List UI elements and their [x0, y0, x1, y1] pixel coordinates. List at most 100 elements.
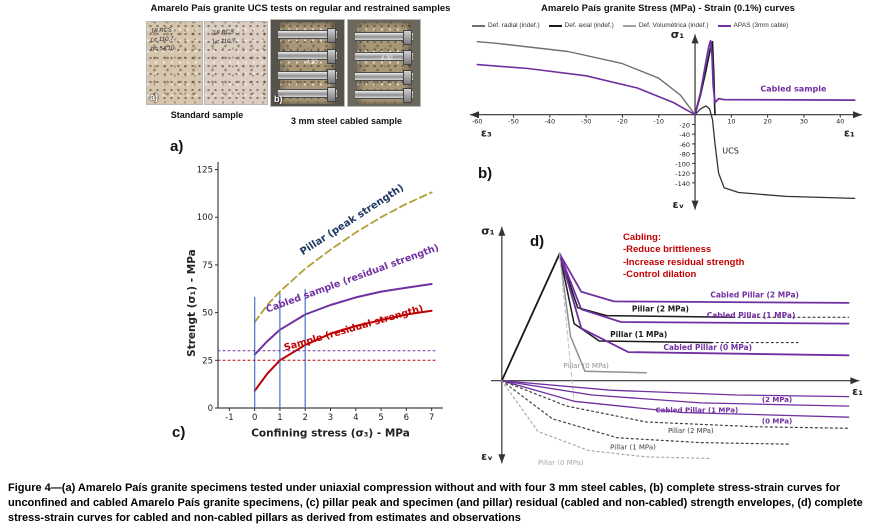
panel-b-chart: -60 -50 -40 -30 -20 -10 10 20 30 40-20-40-60-80-1… — [470, 28, 862, 211]
panel-c-chart: -1 0 1 2 3 4 5 6 7 0 25 50 75 100 125 Pillar (peak stre… — [186, 161, 443, 440]
svg-text:-80: -80 — [679, 151, 690, 159]
svg-text:-40: -40 — [545, 118, 556, 126]
svg-text:7: 7 — [429, 413, 434, 423]
standard-sample-caption: Standard sample — [170, 110, 244, 120]
svg-text:2: 2 — [303, 413, 308, 423]
svg-text:Cabled Pillar (1 MPa): Cabled Pillar (1 MPa) — [655, 406, 738, 414]
specimen-photo-cabled-2: 4,30 — [348, 20, 420, 106]
svg-text:-100: -100 — [675, 160, 690, 168]
svg-text:-120: -120 — [675, 170, 690, 178]
svg-text:Confining stress (σ₃) - MPa: Confining stress (σ₃) - MPa — [251, 428, 410, 440]
svg-text:40: 40 — [836, 118, 844, 126]
svg-text:Sample (residual strength): Sample (residual strength) — [283, 303, 425, 353]
svg-text:Cabled Pillar (2 MPa): Cabled Pillar (2 MPa) — [710, 290, 799, 299]
svg-text:20: 20 — [763, 118, 771, 126]
specimen-photo-standard-2: 18 RCS Lc 110,7 — [205, 22, 267, 104]
photo-label-a: a) — [150, 92, 159, 102]
svg-text:1: 1 — [277, 413, 282, 423]
specimen-annotation: 4,30 — [380, 55, 393, 62]
svg-text:100: 100 — [197, 213, 213, 223]
cabling-note-item: -Reduce brittleness — [623, 244, 712, 256]
steel-cable-band — [277, 48, 338, 64]
steel-cable-band — [354, 70, 414, 86]
svg-text:Pillar (2 MPa): Pillar (2 MPa) — [632, 305, 689, 314]
svg-text:-20: -20 — [617, 118, 628, 126]
svg-text:0: 0 — [252, 413, 257, 423]
svg-text:-10: -10 — [653, 118, 664, 126]
panel-b-legend: Def. radial (indef.) Def. axial (indef.)… — [472, 22, 788, 29]
svg-text:Pillar (2 MPa): Pillar (2 MPa) — [668, 427, 714, 435]
panel-a-title: Amarelo País granite UCS tests on regula… — [150, 3, 451, 14]
steel-cable-band — [354, 88, 414, 104]
svg-text:75: 75 — [202, 261, 213, 271]
svg-text:-60: -60 — [679, 141, 690, 149]
svg-text:-60: -60 — [472, 118, 483, 126]
legend-swatch — [472, 24, 485, 27]
svg-text:Strengt (σ₁) - MPa: Strengt (σ₁) - MPa — [186, 249, 198, 357]
legend-item: Def. Volumétrica (indef.) — [622, 22, 709, 29]
legend-item: Def. axial (indef.) — [548, 22, 614, 29]
svg-text:5: 5 — [378, 413, 383, 423]
svg-text:-20: -20 — [679, 121, 690, 129]
svg-text:125: 125 — [197, 166, 213, 176]
svg-text:Cabled sample: Cabled sample — [760, 84, 827, 93]
panel-b-label: b) — [478, 165, 493, 182]
legend-item: Def. radial (indef.) — [472, 22, 540, 29]
legend-label: APAS (3mm cable) — [733, 22, 789, 29]
legend-swatch — [622, 24, 636, 27]
svg-text:Pillar (0 MPa): Pillar (0 MPa) — [538, 459, 584, 467]
figure-caption: Figure 4—(a) Amarelo País granite specim… — [8, 482, 863, 525]
cabling-note-item: -Control dilation — [623, 269, 697, 281]
specimen-annotation: Lc 110,7 — [212, 38, 236, 46]
cabling-note: Cabling: -Reduce brittleness -Increase r… — [623, 232, 798, 281]
svg-text:Cabled Pillar (1 MPa): Cabled Pillar (1 MPa) — [707, 311, 796, 320]
svg-text:ε₁: ε₁ — [844, 127, 855, 140]
svg-text:6: 6 — [404, 413, 409, 423]
svg-text:25: 25 — [202, 356, 213, 366]
panel-a-label: a) — [170, 138, 184, 155]
cabling-note-title: Cabling: — [623, 232, 661, 243]
granite-column: 4,30 — [277, 21, 338, 105]
steel-cable-band — [277, 87, 338, 103]
svg-text:(2 MPa): (2 MPa) — [762, 396, 792, 404]
granite-column: 4,30 — [354, 21, 414, 105]
svg-text:Pillar (peak strength): Pillar (peak strength) — [298, 183, 406, 258]
svg-text:50: 50 — [202, 309, 213, 319]
svg-text:3: 3 — [328, 413, 333, 423]
specimen-photo-cabled-1: 4,30 b) — [271, 20, 344, 106]
legend-swatch — [548, 24, 562, 27]
svg-text:-1: -1 — [225, 413, 233, 423]
panel-d-label: d) — [530, 233, 545, 250]
legend-label: Def. axial (indef.) — [564, 22, 614, 29]
svg-text:σ₁: σ₁ — [481, 225, 495, 238]
svg-text:σ₁: σ₁ — [671, 28, 685, 41]
svg-text:Pillar (1 MPa): Pillar (1 MPa) — [610, 444, 656, 452]
svg-text:UCS: UCS — [722, 147, 739, 156]
svg-text:Pillar (1 MPa): Pillar (1 MPa) — [610, 330, 667, 339]
svg-text:4: 4 — [353, 413, 358, 423]
svg-text:30: 30 — [800, 118, 808, 126]
svg-text:Cabled Pillar (0 MPa): Cabled Pillar (0 MPa) — [663, 343, 752, 352]
svg-text:-50: -50 — [508, 118, 519, 126]
steel-cable-band — [277, 27, 338, 43]
specimen-annotation: 4,30 — [305, 59, 318, 66]
legend-label: Def. radial (indef.) — [488, 22, 540, 29]
svg-text:-140: -140 — [675, 180, 690, 188]
svg-text:εᵥ: εᵥ — [673, 198, 685, 211]
svg-text:-40: -40 — [679, 131, 690, 139]
steel-cable-band — [277, 69, 338, 85]
panel-d-chart: σ₁ ε₁ εᵥ Cabled Pillar (2 MPa) Pillar (2 MPa… — [481, 225, 863, 467]
specimen-annotation: 18 RCS — [150, 27, 173, 35]
svg-text:ε₃: ε₃ — [481, 127, 492, 140]
specimen-annotation: b= 54,10 — [150, 45, 175, 53]
specimen-annotation: 18 RCS — [212, 29, 235, 37]
legend-item: APAS (3mm cable) — [717, 22, 789, 29]
cabled-sample-caption: 3 mm steel cabled sample — [290, 116, 403, 126]
legend-label: Def. Volumétrica (indef.) — [638, 22, 709, 29]
svg-text:ε₁: ε₁ — [852, 385, 863, 398]
steel-cable-band — [354, 29, 414, 45]
steel-cable-band — [354, 50, 414, 66]
specimen-photo-standard-1: 18 RCS Lc 110,7 b= 54,10 a) — [147, 22, 202, 104]
cabling-note-item: -Increase residual strength — [623, 256, 745, 268]
svg-text:(0 MPa): (0 MPa) — [762, 418, 792, 426]
